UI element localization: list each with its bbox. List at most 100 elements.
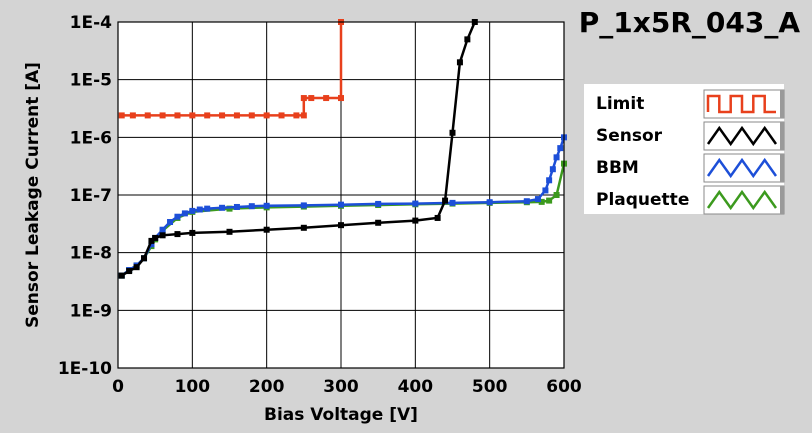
data-point xyxy=(189,112,196,119)
data-point xyxy=(549,166,556,173)
data-point xyxy=(412,200,419,207)
data-point xyxy=(412,217,419,224)
legend-swatch-edge xyxy=(780,90,784,118)
data-point xyxy=(233,203,240,210)
y-tick-label: 1E-4 xyxy=(70,13,112,33)
data-point xyxy=(538,198,545,205)
x-tick-label: 500 xyxy=(472,377,508,397)
data-point xyxy=(449,199,456,206)
data-point xyxy=(189,229,196,236)
data-point xyxy=(534,196,541,203)
legend-item-bbm: BBM xyxy=(596,153,785,183)
legend-swatch-line xyxy=(706,157,778,179)
data-point xyxy=(553,154,560,161)
legend-item-sensor: Sensor xyxy=(596,121,785,151)
data-point xyxy=(300,112,307,119)
legend-swatch xyxy=(703,185,785,215)
y-tick-label: 1E-7 xyxy=(70,186,112,206)
data-point xyxy=(159,232,166,239)
data-point xyxy=(129,112,136,119)
x-tick-label: 100 xyxy=(175,377,211,397)
data-point xyxy=(133,264,140,271)
data-point xyxy=(546,197,553,204)
legend-item-limit: Limit xyxy=(596,89,785,119)
legend-label: BBM xyxy=(596,158,639,178)
data-point xyxy=(263,202,270,209)
x-axis-title: Bias Voltage [V] xyxy=(264,405,418,425)
data-point xyxy=(456,59,463,66)
data-point xyxy=(553,192,560,198)
legend-label: Limit xyxy=(596,94,644,114)
data-point xyxy=(338,222,344,229)
data-point xyxy=(449,129,456,136)
legend-label: Plaquette xyxy=(596,190,689,210)
data-point xyxy=(174,112,181,119)
legend-swatch xyxy=(703,121,785,151)
data-point xyxy=(300,224,307,231)
y-tick-label: 1E-8 xyxy=(70,244,112,264)
legend-swatch-line xyxy=(706,125,778,147)
data-point xyxy=(126,268,133,275)
data-point xyxy=(148,237,155,244)
data-point xyxy=(338,95,344,102)
x-tick-labels: 0 100 200 300 400 500 600 xyxy=(112,377,582,397)
legend-item-plaquette: Plaquette xyxy=(596,185,785,215)
y-tick-label: 1E-9 xyxy=(70,301,112,321)
data-point xyxy=(226,228,233,235)
data-point xyxy=(167,219,174,226)
data-point xyxy=(375,219,382,226)
data-point xyxy=(300,95,307,102)
legend-swatch-edge xyxy=(780,154,784,182)
data-point xyxy=(219,112,226,119)
data-point xyxy=(141,255,148,262)
data-point xyxy=(308,95,315,102)
data-point xyxy=(152,234,159,241)
x-tick-label: 200 xyxy=(249,377,285,397)
legend-swatch-edge xyxy=(780,186,784,214)
series-limit xyxy=(118,19,344,119)
chart-title: P_1x5R_043_A xyxy=(579,6,801,39)
data-point xyxy=(189,207,196,214)
data-point xyxy=(323,95,330,102)
data-point xyxy=(523,198,530,205)
data-point xyxy=(204,205,211,212)
data-point xyxy=(546,177,553,184)
y-tick-label: 1E-6 xyxy=(70,128,112,148)
legend-swatch-edge xyxy=(780,122,784,150)
x-tick-label: 0 xyxy=(112,377,124,397)
data-point xyxy=(557,145,564,152)
x-tick-label: 600 xyxy=(546,377,582,397)
data-point xyxy=(174,231,181,238)
data-point xyxy=(118,112,125,119)
data-point xyxy=(204,112,211,119)
legend-label: Sensor xyxy=(596,126,663,146)
data-point xyxy=(263,112,270,119)
data-point xyxy=(263,226,270,233)
x-tick-label: 300 xyxy=(323,377,359,397)
data-point xyxy=(233,112,240,119)
data-point xyxy=(159,226,166,233)
data-point xyxy=(248,112,255,119)
grid-lines xyxy=(118,22,564,368)
data-point xyxy=(293,112,300,119)
data-point xyxy=(442,197,449,204)
data-point xyxy=(174,213,181,220)
data-point xyxy=(196,206,203,213)
data-point xyxy=(278,112,285,119)
data-point xyxy=(375,200,382,207)
data-point xyxy=(159,112,166,119)
legend-swatch-line xyxy=(706,189,778,211)
data-point xyxy=(118,272,125,279)
data-point xyxy=(434,214,441,221)
y-tick-label: 1E-10 xyxy=(58,359,112,379)
data-point xyxy=(542,187,549,194)
data-point xyxy=(486,199,493,206)
data-point xyxy=(300,202,307,209)
data-point xyxy=(219,204,226,211)
data-point xyxy=(144,112,151,119)
legend-swatch-line xyxy=(706,94,776,114)
data-point xyxy=(338,201,344,208)
legend-swatch xyxy=(703,153,785,183)
legend-swatch xyxy=(703,89,785,119)
